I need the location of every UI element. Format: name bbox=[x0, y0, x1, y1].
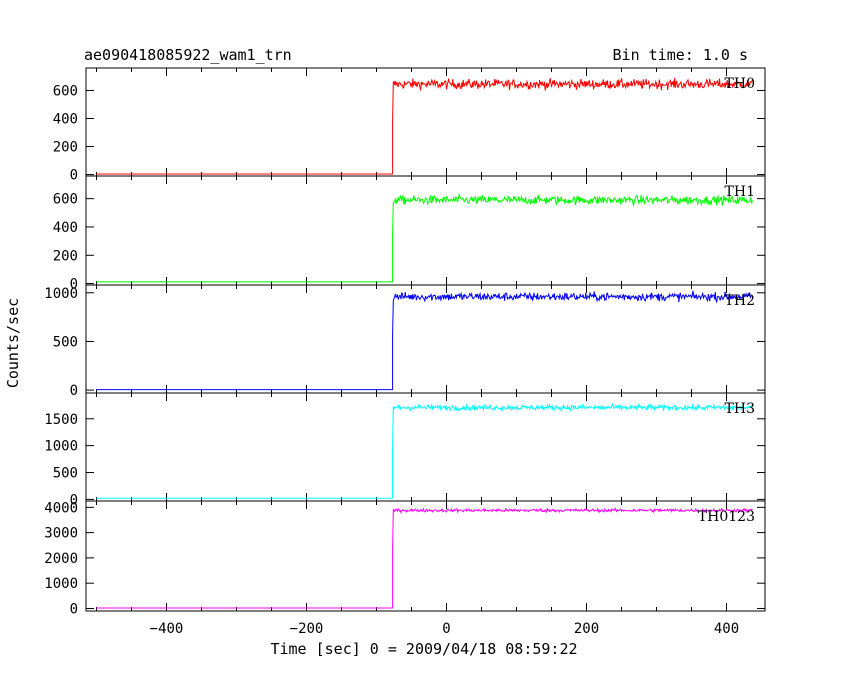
y-tick-label-th0-0: 0 bbox=[70, 168, 78, 184]
panel-label-th0123: TH0123 bbox=[698, 509, 755, 525]
y-tick-label-th3-0: 0 bbox=[70, 492, 78, 508]
y-tick-label-th0-600: 600 bbox=[53, 83, 78, 99]
panel-frame-th0123 bbox=[85, 500, 766, 612]
y-tick-label-th1-0: 0 bbox=[70, 277, 78, 293]
y-tick-label-th1-400: 400 bbox=[53, 220, 78, 236]
panel-frame-th2 bbox=[85, 284, 766, 394]
y-axis-label: Counts/sec bbox=[4, 298, 22, 388]
y-tick-label-th0123-3000: 3000 bbox=[44, 526, 78, 542]
chart-subtitle: Bin time: 1.0 s bbox=[613, 46, 748, 64]
panels-group: 0 200 400 600 TH0 0 200 400 600 TH1 0 500 1000 TH2 0 50… bbox=[44, 67, 766, 637]
series-line-th0123 bbox=[96, 506, 753, 609]
series-line-th1 bbox=[96, 192, 753, 283]
series-line-th0 bbox=[96, 77, 753, 175]
x-tick-label-400: 400 bbox=[714, 621, 739, 637]
y-tick-label-th3-1500: 1500 bbox=[44, 412, 78, 428]
y-tick-label-th1-600: 600 bbox=[53, 192, 78, 208]
y-tick-label-th3-500: 500 bbox=[53, 466, 78, 482]
y-tick-label-th0123-2000: 2000 bbox=[44, 551, 78, 567]
x-tick-label--200: −200 bbox=[290, 621, 324, 637]
y-tick-label-th2-1000: 1000 bbox=[44, 286, 78, 302]
series-line-th2 bbox=[96, 290, 753, 391]
y-tick-label-th3-1000: 1000 bbox=[44, 439, 78, 455]
panel-label-th2: TH2 bbox=[725, 293, 755, 309]
y-tick-label-th2-0: 0 bbox=[70, 383, 78, 399]
y-tick-label-th0-400: 400 bbox=[53, 111, 78, 127]
panel-label-th3: TH3 bbox=[725, 401, 755, 417]
x-tick-label-200: 200 bbox=[574, 621, 599, 637]
x-axis-label: Time [sec] 0 = 2009/04/18 08:59:22 bbox=[270, 640, 577, 658]
y-tick-label-th0123-4000: 4000 bbox=[44, 500, 78, 516]
y-tick-label-th2-500: 500 bbox=[53, 334, 78, 350]
chart-title: ae090418085922_wam1_trn bbox=[84, 46, 292, 64]
series-line-th3 bbox=[96, 402, 753, 499]
x-tick-label-0: 0 bbox=[442, 621, 450, 637]
panel-frame-th1 bbox=[85, 175, 766, 286]
y-tick-label-th0123-0: 0 bbox=[70, 601, 78, 617]
panel-label-th1: TH1 bbox=[725, 184, 755, 200]
y-tick-label-th1-200: 200 bbox=[53, 248, 78, 264]
y-tick-label-th0123-1000: 1000 bbox=[44, 576, 78, 592]
x-tick-label--400: −400 bbox=[150, 621, 184, 637]
panel-label-th0: TH0 bbox=[725, 76, 755, 92]
y-tick-label-th0-200: 200 bbox=[53, 140, 78, 156]
